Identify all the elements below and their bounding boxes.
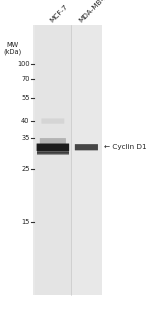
Text: MDA-MB-231: MDA-MB-231 [78,0,115,24]
Text: 40: 40 [21,118,30,124]
FancyBboxPatch shape [40,138,66,144]
FancyBboxPatch shape [37,153,69,154]
FancyBboxPatch shape [37,151,69,152]
FancyBboxPatch shape [37,150,69,151]
Text: 35: 35 [21,135,30,141]
Text: MW
(kDa): MW (kDa) [4,42,22,55]
Text: MCF-7: MCF-7 [49,4,69,24]
FancyBboxPatch shape [37,150,69,151]
FancyBboxPatch shape [35,25,70,294]
FancyBboxPatch shape [37,151,69,152]
FancyBboxPatch shape [37,152,69,153]
FancyBboxPatch shape [37,154,69,155]
Text: 55: 55 [21,95,30,101]
FancyBboxPatch shape [75,144,98,150]
FancyBboxPatch shape [37,153,69,154]
FancyBboxPatch shape [37,154,69,155]
Text: 100: 100 [17,60,30,67]
FancyBboxPatch shape [33,25,102,294]
Text: 15: 15 [21,219,30,225]
FancyBboxPatch shape [37,152,69,153]
FancyBboxPatch shape [37,152,69,153]
FancyBboxPatch shape [37,154,69,155]
Text: 70: 70 [21,76,30,82]
FancyBboxPatch shape [41,118,64,124]
FancyBboxPatch shape [37,144,69,151]
FancyBboxPatch shape [37,153,69,154]
FancyBboxPatch shape [37,151,69,152]
FancyBboxPatch shape [37,151,69,153]
FancyBboxPatch shape [37,150,69,151]
FancyBboxPatch shape [37,153,69,154]
FancyBboxPatch shape [37,154,69,155]
Text: ← Cyclin D1: ← Cyclin D1 [104,144,147,150]
Text: 25: 25 [21,166,30,172]
